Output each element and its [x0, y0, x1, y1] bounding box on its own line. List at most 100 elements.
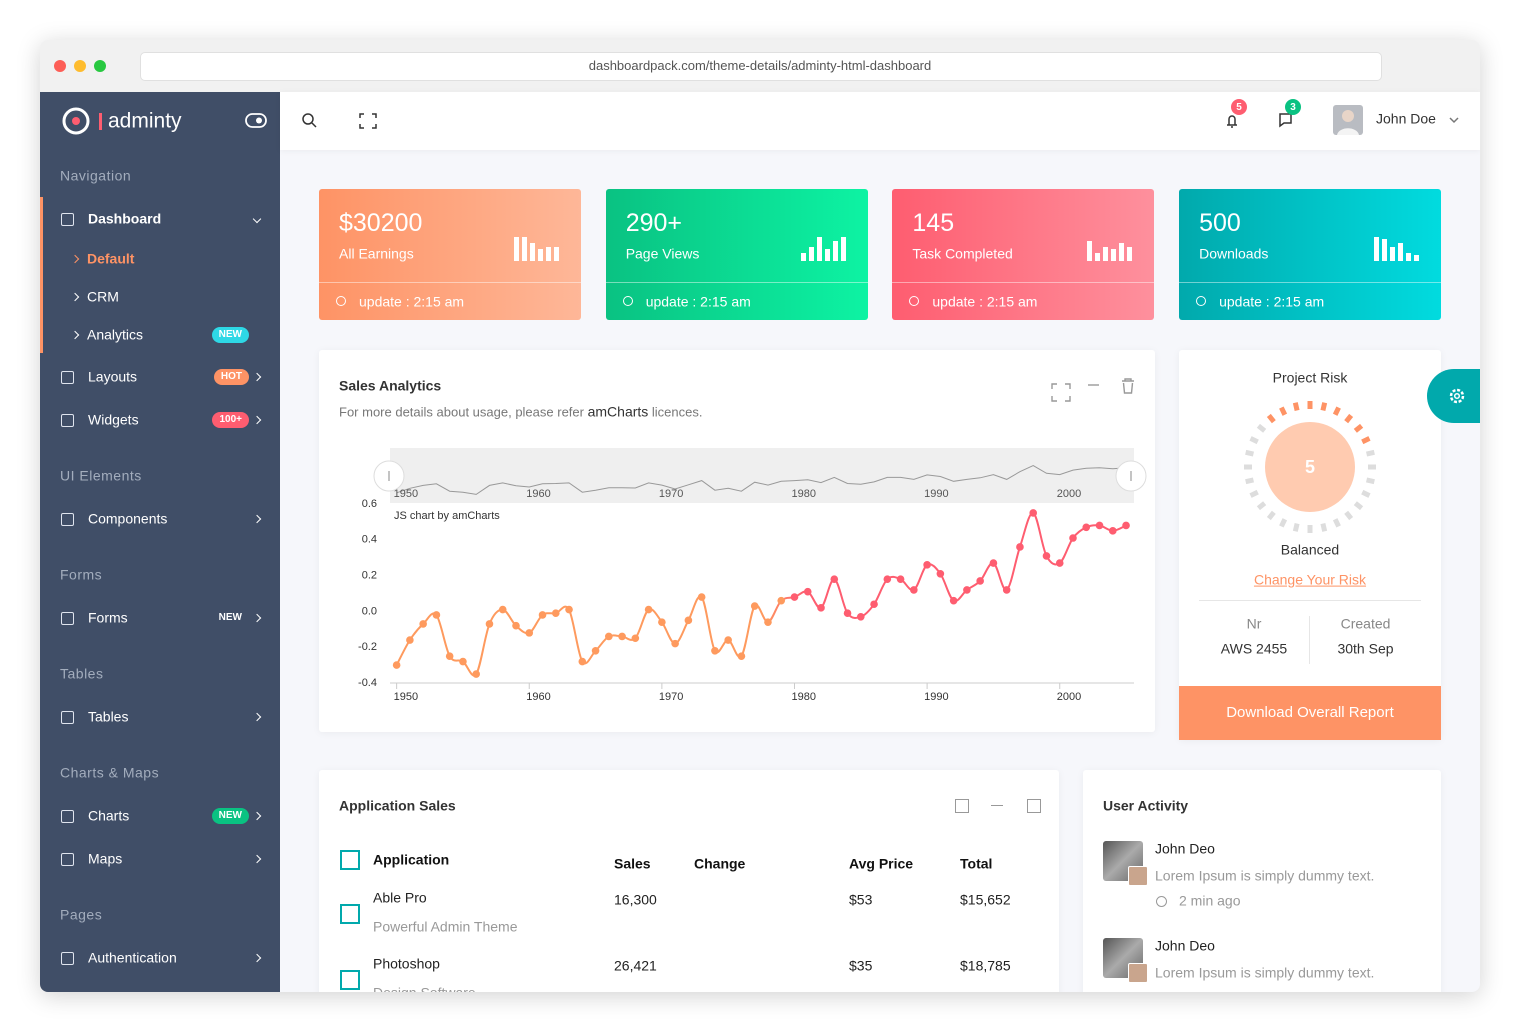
- card-divider: [605, 282, 868, 283]
- data-point: [459, 657, 467, 666]
- y-tick-label: -0.2: [358, 641, 377, 653]
- fullscreen-icon[interactable]: [359, 113, 377, 129]
- user-name[interactable]: John Doe: [1376, 110, 1436, 127]
- menu-item[interactable]: Forms: [88, 609, 128, 626]
- active-indicator: [40, 197, 43, 353]
- card-title: Sales Analytics: [339, 377, 442, 394]
- settings-tab[interactable]: [1427, 369, 1480, 423]
- data-point: [910, 586, 918, 594]
- y-tick-label: 0.0: [362, 605, 377, 617]
- chat-icon[interactable]: [1279, 113, 1292, 128]
- menu-icon[interactable]: [61, 810, 74, 823]
- total: $18,785: [960, 957, 1011, 974]
- sales: 16,300: [614, 891, 657, 908]
- data-point: [1108, 527, 1117, 535]
- delete-icon[interactable]: [1027, 799, 1041, 813]
- menu-icon[interactable]: [61, 612, 74, 625]
- x-tick-label: 1980: [791, 691, 815, 703]
- bar-icon: [1374, 237, 1380, 261]
- stat-value: 500: [1199, 209, 1241, 237]
- bar-icon: [1111, 249, 1117, 261]
- browser-window: dashboardpack.com/theme-details/adminty-…: [40, 40, 1480, 992]
- sales: 26,421: [614, 957, 657, 974]
- menu-item[interactable]: Authentication: [88, 949, 177, 966]
- menu-icon[interactable]: [61, 853, 74, 866]
- menu-icon[interactable]: [61, 213, 74, 226]
- data-point: [631, 634, 640, 643]
- submenu-item[interactable]: Default: [87, 250, 135, 267]
- mini-x-label: 1960: [526, 488, 550, 500]
- checkbox[interactable]: [340, 850, 360, 870]
- gauge-dash: [1256, 423, 1267, 433]
- app-name: Photoshop: [373, 955, 440, 972]
- max-dot[interactable]: [94, 60, 106, 72]
- menu-item[interactable]: Dashboard: [88, 210, 162, 227]
- credit: JS chart by amCharts: [394, 510, 500, 522]
- expand-icon[interactable]: [955, 799, 969, 813]
- data-point: [485, 620, 494, 628]
- bar-icon: [546, 247, 551, 261]
- data-point: [658, 618, 666, 626]
- data-point: [896, 575, 905, 583]
- menu-item[interactable]: Widgets: [88, 411, 139, 428]
- column-header: Application: [373, 851, 450, 868]
- min-dot[interactable]: [74, 60, 86, 72]
- scrollbar: [390, 448, 1134, 503]
- app-sales-card: [319, 770, 1059, 992]
- stat-update: update : 2:15 am: [932, 293, 1038, 310]
- section-title: UI Elements: [60, 467, 142, 484]
- gauge-dash: [1344, 510, 1354, 521]
- bell-icon[interactable]: [1227, 115, 1237, 128]
- menu-icon[interactable]: [61, 952, 74, 965]
- gear-icon[interactable]: [1447, 386, 1467, 406]
- mini-x-label: 2000: [1057, 488, 1081, 500]
- bar-icon: [1087, 241, 1093, 261]
- close-dot[interactable]: [54, 60, 66, 72]
- bar-icon: [1103, 247, 1109, 261]
- menu-icon[interactable]: [61, 414, 74, 427]
- amcharts-link[interactable]: amCharts: [587, 403, 649, 420]
- gauge-dash: [1292, 402, 1300, 412]
- stat-card: [605, 189, 868, 320]
- data-point: [605, 632, 613, 641]
- menu-item[interactable]: Maps: [88, 850, 123, 867]
- section-title: Tables: [60, 665, 104, 682]
- card-title: Application Sales: [339, 797, 456, 814]
- logo-dot: [72, 117, 80, 125]
- mini-avatar: [1128, 963, 1148, 983]
- menu-item[interactable]: Layouts: [88, 368, 138, 385]
- data-point: [1069, 534, 1077, 542]
- bar-icon: [522, 237, 527, 261]
- brand[interactable]: adminty: [108, 109, 182, 133]
- stat-label: All Earnings: [339, 245, 414, 262]
- section-title: Forms: [60, 566, 103, 583]
- checkbox[interactable]: [340, 970, 360, 990]
- menu-item[interactable]: Charts: [88, 807, 130, 824]
- search-icon[interactable]: [302, 113, 314, 125]
- address-bar[interactable]: [140, 52, 1382, 81]
- stat-value: $30200: [339, 209, 423, 237]
- menu-icon[interactable]: [61, 711, 74, 724]
- menu-item[interactable]: Tables: [88, 708, 129, 725]
- bar-icon: [1119, 243, 1125, 261]
- stat-label: Downloads: [1199, 245, 1269, 262]
- menu-icon[interactable]: [61, 513, 74, 526]
- risk-link[interactable]: Change Your Risk: [1253, 571, 1367, 588]
- mini-line: [396, 465, 1127, 495]
- checkbox[interactable]: [340, 904, 360, 924]
- minimize-icon[interactable]: [991, 805, 1003, 818]
- toggle-icon[interactable]: [245, 113, 267, 128]
- menu-item[interactable]: Components: [88, 510, 168, 527]
- gauge-dash: [1353, 423, 1364, 433]
- user-caret[interactable]: [1449, 117, 1459, 124]
- submenu-item[interactable]: CRM: [87, 288, 119, 305]
- delete-icon[interactable]: [1122, 378, 1134, 394]
- submenu-item[interactable]: Analytics: [87, 326, 144, 343]
- download-button[interactable]: Download Overall Report: [1179, 686, 1441, 740]
- card-title: User Activity: [1103, 797, 1189, 814]
- expand-icon[interactable]: [1051, 383, 1071, 402]
- menu-icon[interactable]: [61, 371, 74, 384]
- msg-badge: [1285, 99, 1301, 115]
- gauge-dash: [1292, 522, 1300, 532]
- clock-icon: [622, 296, 633, 306]
